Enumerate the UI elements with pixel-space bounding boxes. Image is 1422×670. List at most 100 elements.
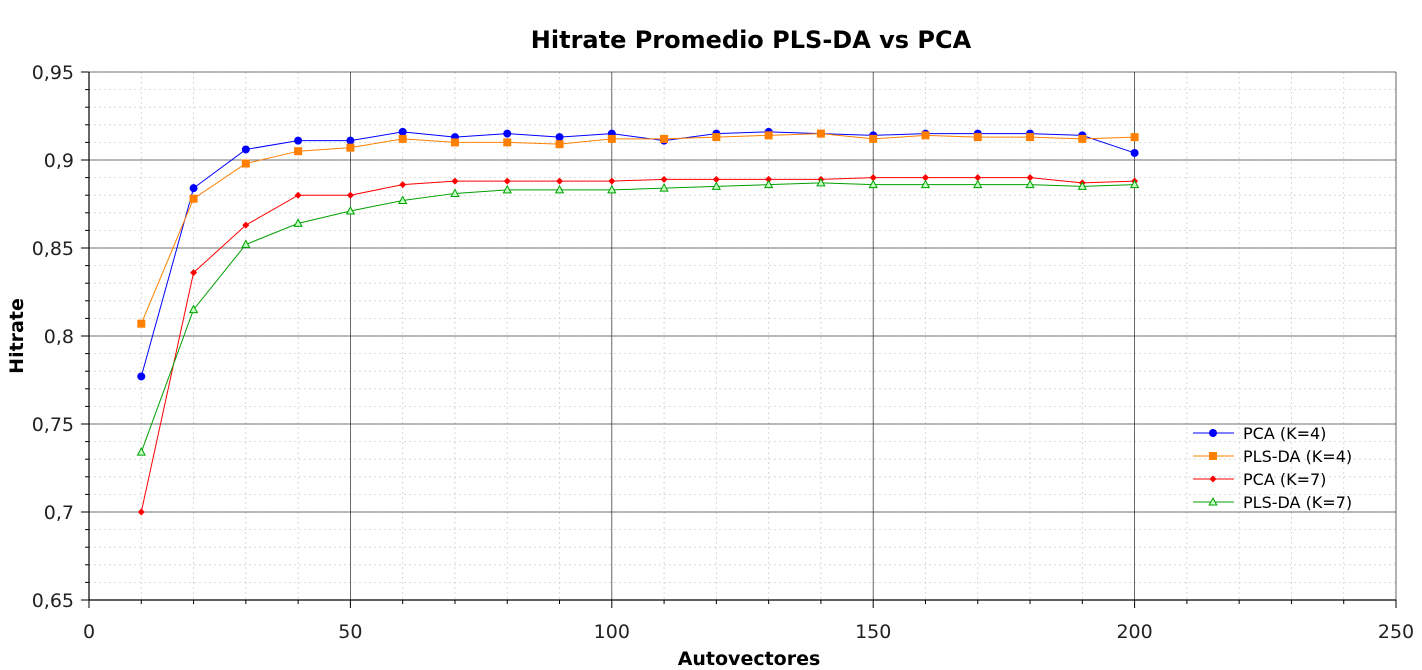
data-point-pca-k-7 bbox=[190, 269, 198, 277]
y-tick-label: 0,7 bbox=[44, 502, 74, 524]
series-line-pca-k-7 bbox=[140, 177, 1135, 513]
data-point-pls-da-k-7 bbox=[398, 195, 408, 204]
data-point-pls-da-k-7 bbox=[345, 205, 356, 215]
data-point-pls-da-k-7 bbox=[554, 184, 565, 194]
data-point-pca-k-4 bbox=[137, 372, 146, 381]
x-tick-label: 250 bbox=[1378, 621, 1414, 643]
legend-swatch-marker bbox=[1209, 429, 1217, 437]
data-point-pca-k-7 bbox=[346, 191, 354, 199]
data-point-pls-da-k-7 bbox=[502, 184, 512, 194]
legend-swatch-marker bbox=[1209, 475, 1217, 483]
data-point-pca-k-7 bbox=[451, 177, 459, 185]
axes bbox=[81, 71, 1397, 608]
data-point-pls-da-k-7 bbox=[188, 304, 199, 314]
data-point-pca-k-7 bbox=[921, 174, 929, 182]
data-point-pls-da-k-7 bbox=[920, 179, 931, 189]
data-point-pca-k-4 bbox=[398, 127, 407, 136]
data-point-pls-da-k-4 bbox=[346, 143, 355, 152]
legend-label: PCA (K=4) bbox=[1243, 424, 1326, 443]
data-point-pls-da-k-4 bbox=[137, 319, 146, 328]
data-point-pls-da-k-7 bbox=[973, 179, 983, 189]
data-point-pls-da-k-7 bbox=[450, 188, 460, 197]
data-point-pls-da-k-4 bbox=[1078, 134, 1087, 143]
x-tick-label: 150 bbox=[855, 621, 891, 643]
data-point-pls-da-k-4 bbox=[764, 131, 773, 140]
x-tick-label: 100 bbox=[594, 621, 630, 643]
data-point-pca-k-7 bbox=[869, 174, 877, 182]
x-tick-label: 200 bbox=[1116, 621, 1152, 643]
x-axis-label: Autovectores bbox=[678, 648, 821, 670]
series-line-pls-da-k-7 bbox=[140, 182, 1135, 453]
series-line-pls-da-k-4 bbox=[140, 133, 1135, 324]
data-point-pls-da-k-4 bbox=[189, 194, 198, 203]
data-point-pca-k-7 bbox=[712, 175, 720, 183]
series-pls-da-k-7 bbox=[136, 177, 1140, 456]
legend: PCA (K=4) PLS-DA (K=4) PCA (K=7) PLS-DA (K=… bbox=[1193, 424, 1352, 512]
series-pca-k-7 bbox=[137, 174, 1139, 516]
y-axis-label: Hitrate bbox=[6, 298, 28, 374]
data-point-pls-da-k-7 bbox=[136, 447, 146, 456]
data-point-pls-da-k-7 bbox=[241, 239, 251, 248]
data-point-pca-k-7 bbox=[242, 221, 250, 229]
data-point-pls-da-k-7 bbox=[1077, 181, 1087, 190]
data-point-pls-da-k-4 bbox=[921, 131, 930, 140]
data-point-pls-da-k-4 bbox=[1130, 133, 1139, 142]
data-point-pls-da-k-4 bbox=[607, 134, 616, 143]
data-point-pca-k-4 bbox=[241, 145, 250, 154]
legend-label: PCA (K=7) bbox=[1243, 470, 1326, 489]
series-line-pca-k-4 bbox=[140, 131, 1135, 377]
x-tick-label: 50 bbox=[338, 621, 362, 643]
data-point-pls-da-k-4 bbox=[816, 129, 825, 138]
data-point-pls-da-k-4 bbox=[660, 134, 669, 143]
data-point-pca-k-4 bbox=[346, 136, 355, 145]
y-tick-label: 0,8 bbox=[44, 326, 74, 348]
data-point-pls-da-k-4 bbox=[555, 140, 564, 149]
data-point-pls-da-k-4 bbox=[398, 134, 407, 143]
data-point-pls-da-k-7 bbox=[293, 218, 303, 227]
data-point-pls-da-k-7 bbox=[1129, 179, 1140, 189]
data-point-pls-da-k-4 bbox=[503, 138, 512, 147]
data-point-pls-da-k-4 bbox=[869, 134, 878, 143]
data-point-pls-da-k-7 bbox=[763, 179, 774, 189]
legend-item: PLS-DA (K=7) bbox=[1193, 493, 1352, 512]
data-point-pca-k-7 bbox=[556, 177, 564, 185]
y-tick-label: 0,85 bbox=[32, 238, 74, 260]
chart-title: Hitrate Promedio PLS-DA vs PCA bbox=[531, 26, 972, 54]
data-point-pls-da-k-4 bbox=[1026, 133, 1035, 142]
y-tick-label: 0,95 bbox=[32, 62, 74, 84]
data-point-pls-da-k-7 bbox=[711, 181, 722, 190]
data-point-pca-k-7 bbox=[503, 177, 511, 185]
legend-item: PCA (K=4) bbox=[1193, 424, 1326, 443]
data-point-pls-da-k-7 bbox=[1025, 179, 1035, 189]
data-point-pca-k-7 bbox=[660, 175, 668, 183]
legend-item: PLS-DA (K=4) bbox=[1193, 447, 1352, 466]
y-tick-label: 0,9 bbox=[44, 150, 74, 172]
major-grid bbox=[89, 71, 1397, 600]
legend-label: PLS-DA (K=4) bbox=[1243, 447, 1352, 466]
data-point-pls-da-k-4 bbox=[294, 147, 303, 156]
data-point-pca-k-7 bbox=[974, 174, 982, 182]
legend-label: PLS-DA (K=7) bbox=[1243, 493, 1352, 512]
series-layer bbox=[136, 127, 1140, 516]
data-point-pca-k-4 bbox=[294, 136, 303, 145]
x-tick-label: 0 bbox=[83, 621, 95, 643]
data-point-pca-k-7 bbox=[294, 191, 302, 199]
data-point-pls-da-k-4 bbox=[241, 159, 250, 168]
data-point-pls-da-k-7 bbox=[607, 184, 617, 194]
data-point-pca-k-7 bbox=[399, 181, 407, 189]
data-point-pca-k-4 bbox=[189, 184, 198, 193]
data-point-pls-da-k-7 bbox=[659, 183, 669, 192]
data-point-pca-k-7 bbox=[765, 175, 773, 183]
data-point-pca-k-4 bbox=[1130, 148, 1139, 157]
data-point-pca-k-4 bbox=[555, 133, 564, 142]
legend-item: PCA (K=7) bbox=[1193, 470, 1326, 489]
series-pls-da-k-4 bbox=[137, 129, 1139, 328]
data-point-pca-k-7 bbox=[137, 508, 145, 516]
data-point-pca-k-7 bbox=[1026, 174, 1034, 182]
y-tick-labels: 0,65 0,7 0,75 0,8 0,85 0,9 0,95 bbox=[32, 62, 74, 612]
data-point-pca-k-4 bbox=[503, 129, 512, 138]
y-tick-label: 0,65 bbox=[32, 590, 74, 612]
data-point-pls-da-k-4 bbox=[712, 133, 721, 142]
data-point-pls-da-k-7 bbox=[816, 177, 826, 187]
